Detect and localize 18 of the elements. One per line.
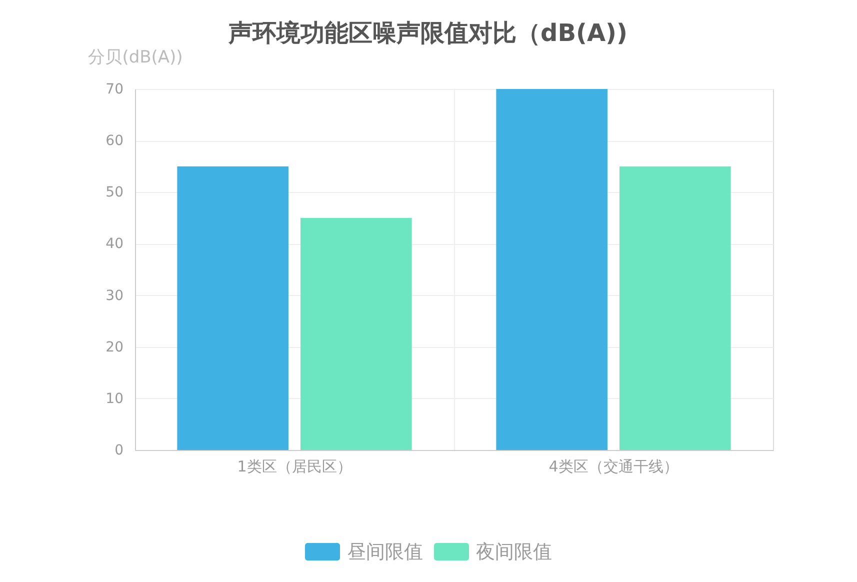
y-tick-label: 40 (106, 236, 124, 252)
legend-label: 昼间限值 (347, 540, 423, 563)
bar (620, 166, 731, 450)
bar (300, 218, 412, 450)
y-tick-label: 10 (106, 390, 124, 407)
y-tick-label: 0 (114, 442, 124, 458)
x-tick-label: 4类区（交通干线） (548, 458, 678, 476)
y-tick-label: 60 (106, 133, 124, 150)
y-tick-label: 20 (106, 339, 124, 356)
bar (177, 166, 288, 450)
y-tick-label: 70 (106, 82, 124, 98)
x-tick-label: 1类区（居民区） (237, 458, 352, 476)
y-tick-label: 30 (106, 288, 124, 304)
y-axis-title: 分贝(dB(A)) (88, 48, 183, 68)
legend-label: 夜间限值 (476, 540, 552, 563)
chart-title: 声环境功能区噪声限值对比（dB(A)) (228, 19, 628, 47)
y-tick-label: 50 (106, 184, 124, 201)
bar (496, 89, 608, 450)
